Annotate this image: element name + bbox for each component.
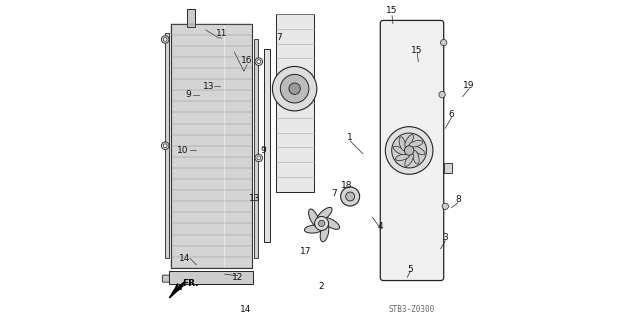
Circle shape: [340, 187, 360, 206]
Text: 11: 11: [216, 28, 227, 38]
Bar: [170, 271, 253, 284]
Circle shape: [385, 127, 433, 174]
Text: 9: 9: [186, 91, 191, 100]
Bar: [254, 39, 257, 258]
Circle shape: [273, 67, 317, 111]
Text: 10: 10: [177, 146, 189, 155]
Bar: [187, 9, 195, 27]
Text: 2: 2: [319, 282, 324, 292]
Text: 13: 13: [249, 194, 260, 203]
Text: FR.: FR.: [182, 279, 198, 288]
Bar: [165, 33, 168, 258]
Circle shape: [161, 142, 169, 149]
Polygon shape: [170, 285, 184, 298]
Bar: [171, 24, 252, 268]
Circle shape: [289, 83, 300, 94]
Circle shape: [346, 192, 355, 201]
Text: 16: 16: [241, 56, 253, 65]
Circle shape: [161, 36, 169, 43]
Text: 14: 14: [179, 254, 190, 263]
Text: 7: 7: [332, 189, 337, 198]
Circle shape: [315, 216, 328, 230]
Text: 7: 7: [276, 33, 282, 42]
Text: 15: 15: [411, 46, 422, 55]
Circle shape: [280, 75, 309, 103]
Ellipse shape: [399, 137, 406, 151]
Text: 19: 19: [463, 81, 475, 90]
Ellipse shape: [404, 135, 413, 147]
FancyBboxPatch shape: [380, 20, 444, 281]
Text: 8: 8: [455, 195, 461, 204]
Text: 4: 4: [378, 222, 383, 231]
Circle shape: [163, 37, 167, 41]
Circle shape: [257, 156, 260, 160]
Ellipse shape: [404, 154, 413, 166]
Ellipse shape: [308, 209, 319, 227]
Bar: [444, 163, 452, 173]
Circle shape: [392, 133, 427, 168]
Text: STB3-Z0300: STB3-Z0300: [389, 305, 435, 314]
Text: 14: 14: [240, 305, 251, 314]
Ellipse shape: [412, 146, 425, 155]
Text: 6: 6: [449, 109, 454, 118]
Text: 9: 9: [260, 146, 266, 155]
Ellipse shape: [305, 225, 323, 233]
Text: 3: 3: [442, 233, 448, 242]
Circle shape: [319, 220, 324, 227]
Text: 17: 17: [300, 247, 312, 257]
Circle shape: [255, 154, 262, 162]
Text: 1: 1: [348, 133, 353, 142]
FancyBboxPatch shape: [163, 275, 170, 282]
Text: 18: 18: [341, 181, 353, 190]
Circle shape: [442, 203, 449, 210]
Ellipse shape: [393, 146, 406, 155]
Circle shape: [440, 39, 447, 46]
Ellipse shape: [409, 140, 423, 147]
Text: 15: 15: [386, 6, 397, 15]
Circle shape: [439, 92, 445, 98]
Text: 12: 12: [232, 273, 243, 282]
Ellipse shape: [413, 150, 419, 164]
Text: 13: 13: [203, 82, 214, 91]
Ellipse shape: [323, 218, 340, 229]
Circle shape: [255, 58, 262, 66]
Circle shape: [404, 146, 414, 155]
Circle shape: [163, 144, 167, 148]
Bar: [264, 49, 270, 243]
Circle shape: [257, 60, 260, 64]
Text: 5: 5: [408, 265, 413, 274]
Bar: [276, 14, 314, 192]
Ellipse shape: [320, 223, 329, 242]
Ellipse shape: [317, 207, 332, 221]
Ellipse shape: [396, 154, 410, 161]
